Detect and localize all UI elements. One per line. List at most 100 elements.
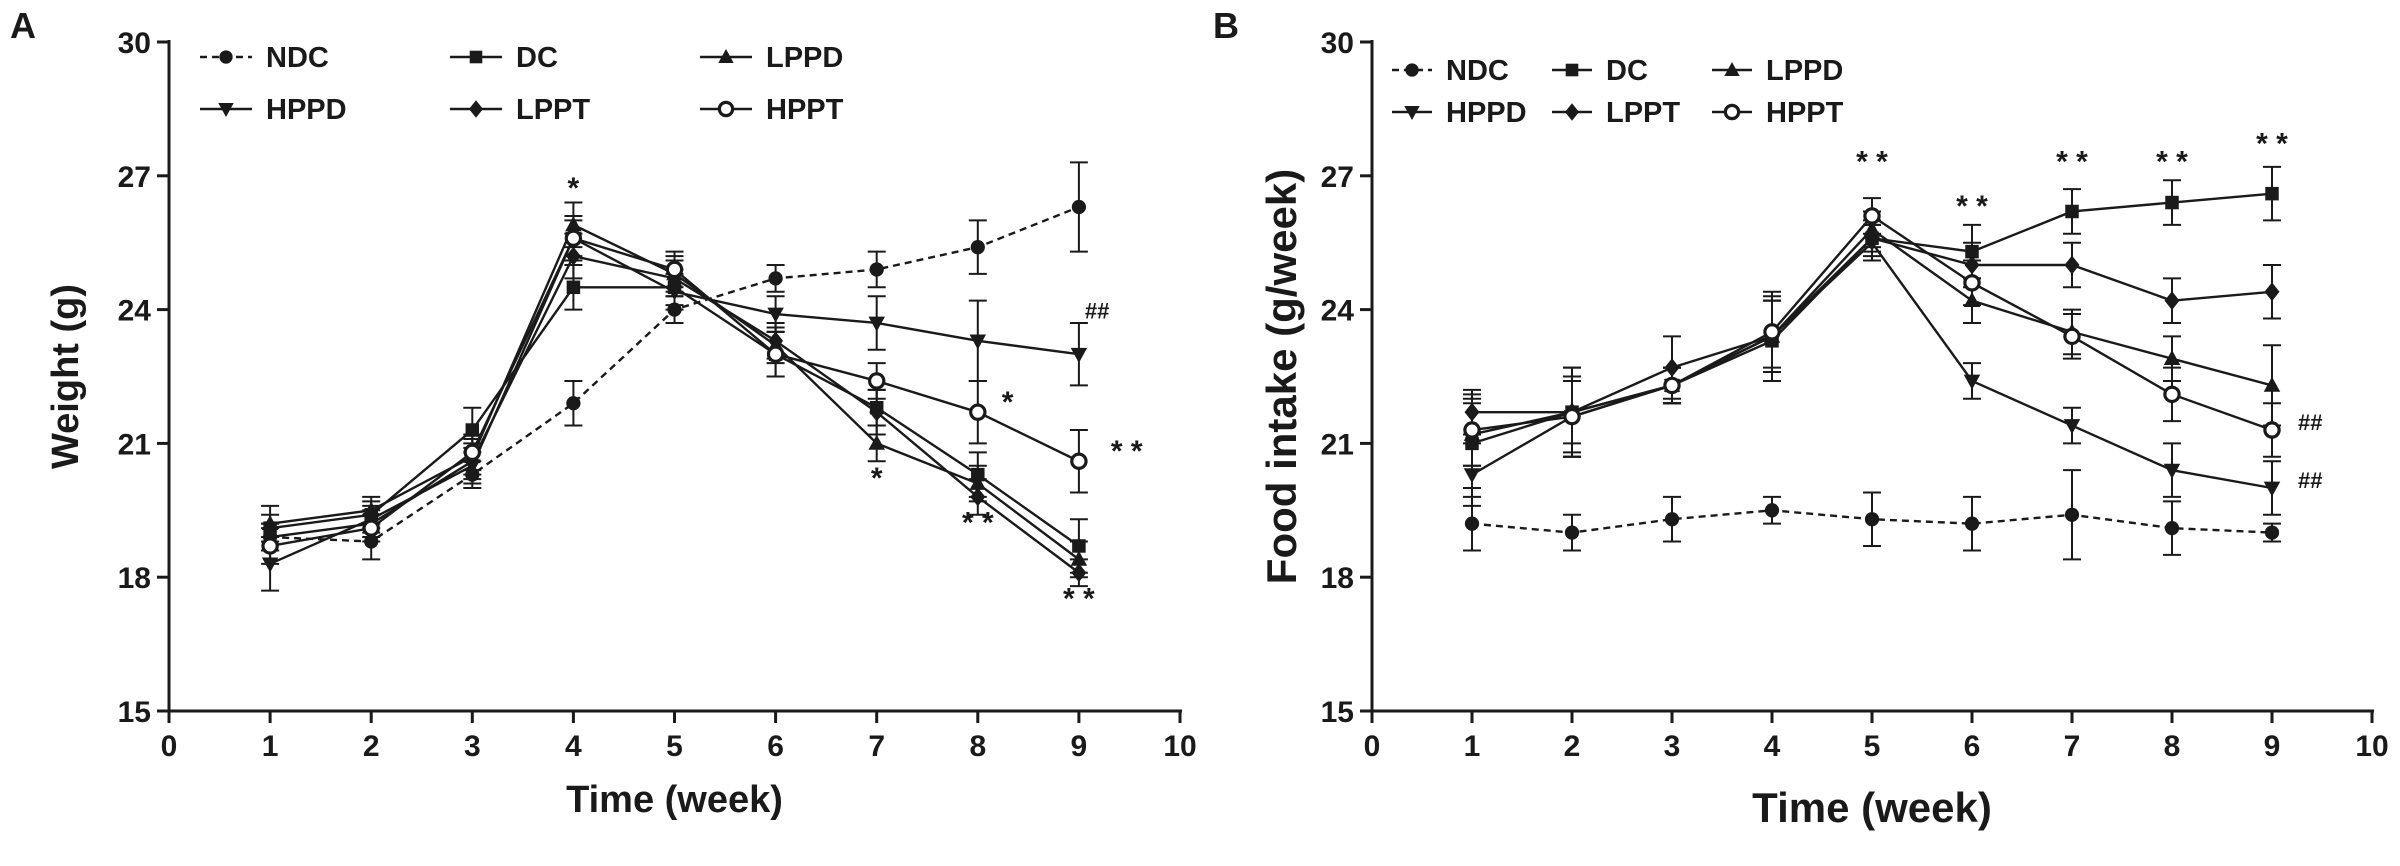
x-tick-label-a: 6 [767,730,784,763]
significance-marker-a: * [1002,386,1014,419]
data-point-dc [566,280,581,295]
x-axis-title-a: Time (week) [566,779,783,821]
x-tick-label-b: 6 [1964,730,1981,763]
significance-marker-b: ## [2298,410,2322,435]
legend-label-lppt: LPPT [516,94,590,126]
x-tick-label-a: 0 [161,730,178,763]
series-ndc-b [1463,469,2281,561]
legend-marker-ndc [1405,63,1419,77]
series-line-hppd [1471,240,2273,490]
series-hppt-a [261,219,1088,565]
x-tick-label-a: 1 [262,730,279,763]
legend-marker-lppt [469,100,483,118]
significance-marker-a: * [568,172,580,205]
data-point-hppd [261,557,279,573]
panel-b-food-intake-chart: B 0 1 2 3 4 5 6 7 8 9 10 15 18 21 24 27 30 Time (week) Food… [1213,5,2389,831]
data-point-hppt [1070,452,1088,470]
panel-letter-a: A [10,5,36,46]
y-tick-label-b: 30 [1321,27,1354,60]
x-tick-label-b: 4 [1764,730,1781,763]
series-hppt-b [1463,197,2281,467]
significance-marker-b: * * [2156,145,2188,178]
data-point-hppt [1763,323,1781,341]
data-point-hppt [1963,274,1981,292]
x-tick-label-a: 7 [868,730,885,763]
data-point-lppt [2164,291,2180,311]
y-tick-label-a: 24 [118,295,152,328]
data-point-dc [2065,204,2079,219]
legend-label-dc: DC [516,42,558,74]
data-point-hppt [867,372,886,390]
legend-marker-hppt [1723,103,1741,121]
data-point-ndc [768,271,783,286]
legend-marker-hppd [1404,106,1420,121]
series-hppd-b [1463,223,2281,516]
data-point-hppd [2263,481,2281,497]
data-point-hppd [1070,347,1088,363]
panel-letter-b: B [1213,5,1239,46]
data-point-ndc [2064,507,2080,522]
y-tick-label-a: 21 [118,428,151,461]
x-tick-label-b: 9 [2264,730,2281,763]
x-tick-label-b: 2 [1564,730,1581,763]
data-point-ndc [970,240,985,255]
data-point-ndc [1864,512,1880,527]
significance-marker-a: ## [1085,299,1109,324]
significance-marker-a: * * [962,507,994,540]
data-point-lppd [868,434,885,450]
data-point-lppd [1070,550,1088,566]
data-point-ndc [1664,512,1680,527]
data-point-hppt [1863,207,1881,225]
data-point-hppt [2163,385,2181,404]
data-point-ndc [1964,516,1980,531]
legend-label-ndc: NDC [1446,55,1509,87]
y-axis-title-b: Food intake (g/week) [1258,169,1305,584]
legend-marker-lppt [1565,103,1579,121]
data-point-ndc [2264,525,2280,540]
significance-marker-b: ## [2298,468,2322,493]
x-tick-label-b: 8 [2164,730,2181,763]
data-point-hppd [1963,374,1981,390]
data-point-hppt [463,443,482,462]
data-point-lppt [2064,255,2080,275]
data-point-ndc [1564,525,1580,540]
data-point-hppd [1463,468,1481,484]
x-tick-label-a: 4 [565,730,582,763]
data-point-ndc [1464,516,1480,531]
data-point-ndc [1071,199,1087,215]
x-tick-label-b: 3 [1664,730,1681,763]
data-point-hppd [2163,463,2181,479]
legend-marker-hppt [717,100,735,118]
legend-label-hppt: HPPT [766,94,844,126]
significance-marker-b: * * [1956,190,1988,223]
y-tick-label-a: 15 [118,696,151,729]
data-point-hppt [969,403,987,421]
data-point-hppt [665,260,684,279]
x-tick-label-b: 1 [1464,730,1481,763]
x-tick-label-b: 10 [2355,730,2388,763]
data-point-lppt [2264,282,2280,302]
data-point-hppt [2063,327,2081,346]
legend-b: NDC DC LPPD HPPD LPPT HPPT [1392,55,1844,129]
y-tick-label-a: 18 [118,562,151,595]
data-point-ndc [869,262,884,277]
data-point-hppd [868,316,885,332]
data-point-dc [2265,186,2279,201]
legend-label-lppd: LPPD [1766,55,1843,87]
legend-marker-ndc [219,50,233,64]
data-point-hppt [564,229,583,247]
data-point-ndc [1764,503,1780,518]
significance-marker-b: * * [2056,145,2088,178]
legend-marker-lppd [1724,61,1740,76]
y-tick-label-b: 21 [1321,428,1354,461]
data-point-hppt [362,519,380,537]
data-point-hppt [766,345,785,363]
legend-marker-dc [1565,63,1579,77]
significance-marker-b: * * [2256,128,2288,161]
data-point-lppt [869,402,885,422]
significance-marker-b: * * [1856,145,1888,178]
data-point-hppt [1563,407,1581,426]
data-point-dc [2165,195,2179,210]
significance-marker-a: * * [1063,582,1095,615]
